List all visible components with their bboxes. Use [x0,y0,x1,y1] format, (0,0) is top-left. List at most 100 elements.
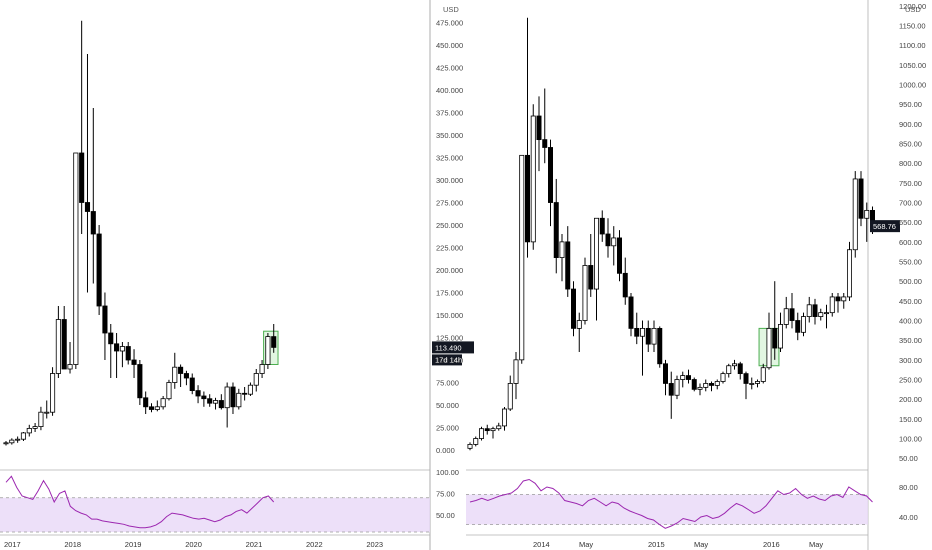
rsi-tick-label: 75.00 [436,489,455,498]
candle-down [148,406,155,410]
candle-down [125,346,131,361]
candle-up [714,381,720,386]
candle-up [236,392,242,408]
candle-up [38,411,44,428]
y-tick-label: 350.000 [436,131,463,140]
candle-down [79,152,85,203]
candle-up [783,308,789,325]
y-tick-label: 0.000 [436,446,455,455]
candle-down [645,327,651,345]
candle-down [548,147,554,203]
y-tick-label: 550.00 [899,258,922,267]
candle-up [847,249,853,298]
x-tick-label: 2020 [185,540,202,549]
candle-up [841,296,847,302]
candle-down [605,233,611,247]
y-tick-label: 425.000 [436,64,463,73]
candle-down [553,202,559,258]
candle-down [617,237,623,274]
candle-down [137,364,143,399]
candle-up [478,428,484,439]
candle-down [599,217,605,235]
candle-down [743,373,749,384]
rsi-band [0,497,430,532]
candle-up [651,327,657,345]
currency-label: USD [905,5,921,14]
candle-up [726,365,732,375]
candle-down [108,332,114,345]
y-tick-label: 750.00 [899,179,922,188]
candle-up [778,324,784,349]
candle-up [507,383,513,410]
candle-down [218,400,224,409]
x-tick-label: 2023 [366,540,383,549]
right-chart [466,17,900,529]
candle-up [224,386,230,409]
price-label: 113.490 [435,343,462,352]
y-tick-label: 400.00 [899,317,922,326]
rsi-tick-label: 100.00 [436,468,459,477]
x-tick-label: May [809,540,823,549]
candle-down [628,296,634,329]
y-tick-label: 1200.00 [899,2,926,11]
y-tick-label: 900.00 [899,120,922,129]
y-tick-label: 175.000 [436,289,463,298]
candle-down [183,373,189,379]
candle-down [178,366,184,374]
candle-down [622,272,628,298]
y-tick-label: 275.000 [436,199,463,208]
price-label-box [432,341,474,354]
y-tick-label: 300.000 [436,176,463,185]
candle-up [806,304,812,317]
candle-up [852,178,858,251]
candle-down [858,178,864,219]
candle-up [490,428,496,432]
candle-up [467,444,473,449]
candle-up [15,438,21,441]
candle-up [760,367,766,382]
y-tick-label: 200.000 [436,266,463,275]
candle-down [571,288,577,329]
y-tick-label: 1000.00 [899,81,926,90]
candle-up [680,375,686,380]
y-tick-label: 25.000 [436,424,459,433]
y-tick-label: 950.00 [899,100,922,109]
candle-up [519,154,525,361]
candle-up [247,384,253,395]
countdown-box [432,354,462,366]
candle-down [131,359,137,365]
currency-label: USD [443,5,459,14]
price-label: 568.76 [873,222,896,231]
candle-up [265,336,271,365]
y-tick-label: 600.00 [899,238,922,247]
candle-down [242,392,248,395]
candle-up [9,439,15,444]
y-tick-label: 1050.00 [899,61,926,70]
y-tick-label: 450.000 [436,41,463,50]
y-tick-label: 150.000 [436,311,463,320]
candle-down [201,395,207,400]
y-tick-label: 125.000 [436,334,463,343]
y-tick-label: 475.000 [436,19,463,28]
y-tick-label: 400.000 [436,86,463,95]
candle-down [61,319,67,370]
candle-up [513,359,519,384]
candle-up [829,296,835,314]
rsi-line [469,478,873,529]
candle-down [143,397,149,408]
candle-down [195,390,201,397]
candle-up [259,364,265,374]
x-tick-label: 2022 [306,540,323,549]
candle-up [253,373,259,386]
candle-up [166,382,172,400]
candle-up [720,373,726,382]
y-tick-label: 375.000 [436,109,463,118]
rsi-line [5,475,275,529]
candle-up [473,438,479,445]
candle-up [20,432,27,440]
candle-down [709,383,715,386]
candle-down [668,383,674,396]
candle-up [67,364,73,370]
candle-up [818,312,824,317]
